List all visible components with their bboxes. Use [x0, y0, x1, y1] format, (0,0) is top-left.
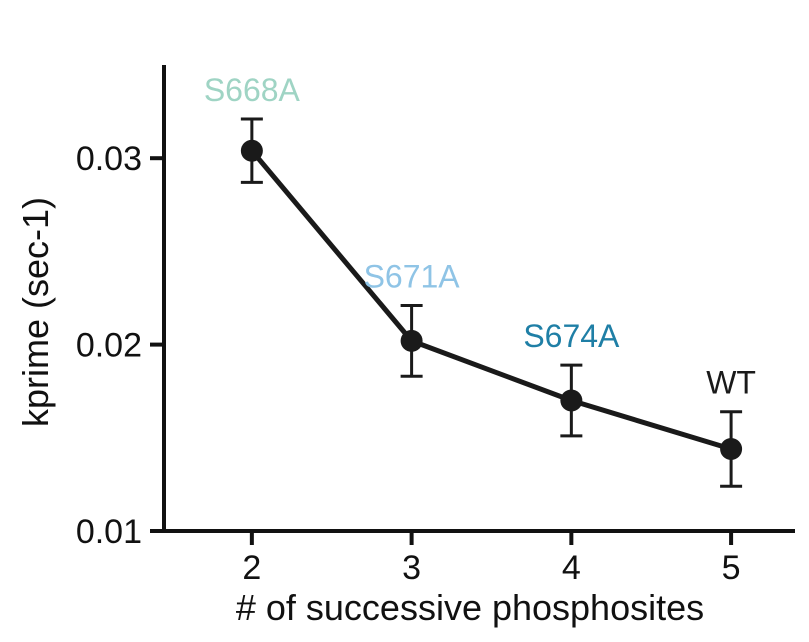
- point-annotation: WT: [706, 365, 756, 401]
- x-tick-label: 2: [242, 549, 261, 587]
- data-point: [720, 437, 743, 460]
- point-annotation: S674A: [523, 318, 620, 354]
- data-point: [560, 389, 583, 412]
- axes: 0.01 0.02 0.03 2 3 4 5: [76, 65, 795, 587]
- y-axis-title: kprime (sec-1): [15, 197, 56, 427]
- y-tick-label: 0.01: [76, 513, 142, 551]
- data-point: [400, 329, 423, 352]
- x-tick-label: 4: [562, 549, 581, 587]
- data-point: [240, 139, 263, 162]
- x-tick-label: 5: [722, 549, 741, 587]
- labels-layer: S668A S671A S674A WT: [204, 72, 756, 401]
- point-annotation: S668A: [204, 72, 301, 108]
- y-tick-label: 0.03: [76, 140, 142, 178]
- y-tick-label: 0.02: [76, 327, 142, 365]
- point-annotation: S671A: [364, 258, 461, 294]
- series-line: [249, 149, 732, 452]
- x-tick-label: 3: [402, 549, 421, 587]
- series-layer: [240, 117, 743, 488]
- x-axis-title: # of successive phosphosites: [236, 587, 704, 628]
